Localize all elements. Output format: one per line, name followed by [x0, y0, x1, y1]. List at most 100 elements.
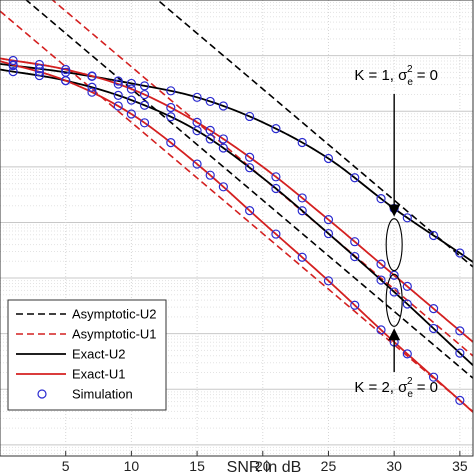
legend-entry: Simulation: [37, 387, 133, 402]
simulation-marker: [323, 276, 334, 286]
simulation-marker: [192, 92, 202, 102]
legend-entry: Exact-U1: [16, 367, 125, 382]
simulation-marker: [34, 64, 45, 74]
simulation-marker: [192, 117, 202, 127]
annotation-ellipse: [385, 273, 403, 327]
series-line-exact-u2-5: [0, 68, 474, 366]
annotation-2: K = 2, σe2 = 0: [354, 273, 438, 400]
simulation-marker: [245, 152, 255, 162]
legend-entry: Exact-U2: [16, 347, 125, 362]
simulation-marker: [87, 87, 97, 97]
annotations: K = 1, σe2 = 0 K = 2, σe2 = 0: [354, 64, 438, 400]
simulation-marker: [389, 287, 399, 297]
legend-label: Exact-U1: [72, 367, 125, 382]
simulation-marker: [218, 182, 228, 192]
simulation-marker: [87, 82, 97, 92]
simulation-marker: [245, 111, 255, 122]
simulation-marker: [376, 325, 386, 335]
simulation-marker: [126, 78, 136, 89]
legend-marker: [37, 389, 47, 399]
simulation-marker: [389, 270, 399, 280]
simulation-marker: [271, 183, 281, 194]
x-tick-label: 10: [124, 458, 140, 474]
simulation-marker: [245, 163, 255, 173]
simulation-marker: [205, 96, 215, 107]
simulation-marker: [350, 300, 360, 310]
simulation-marker: [402, 281, 412, 291]
simulation-marker: [350, 237, 360, 247]
series-line-asymptotic-u2-0: [156, 0, 474, 268]
simulation-marker: [166, 86, 176, 96]
simulation-marker: [350, 251, 360, 262]
simulation-marker: [455, 395, 465, 405]
x-tick-label: 15: [189, 458, 205, 474]
simulation-marker: [34, 59, 45, 70]
simulation-marker: [297, 193, 307, 203]
simulation-marker: [297, 137, 307, 148]
simulation-marker: [245, 206, 255, 216]
simulation-marker: [139, 100, 150, 110]
annotation-arrow-head: [388, 328, 401, 341]
simulation-marker: [61, 64, 71, 75]
simulation-marker: [126, 95, 136, 105]
simulation-marker: [218, 134, 228, 144]
annotation-text: K = 2, σe2 = 0: [354, 376, 438, 400]
simulation-marker: [113, 79, 123, 89]
legend-label: Asymptotic-U2: [72, 307, 157, 322]
x-tick-label: 30: [386, 458, 402, 474]
annotation-ellipse: [385, 218, 403, 272]
x-axis-label: SNR in dB: [227, 459, 302, 474]
series-line-exact-u1-6: [0, 57, 474, 343]
simulation-marker: [455, 248, 465, 258]
annotation-1: K = 1, σe2 = 0: [354, 64, 438, 272]
simulation-marker: [323, 215, 334, 225]
simulation-marker: [350, 173, 360, 183]
simulation-marker: [113, 101, 123, 111]
simulation-marker: [205, 170, 215, 180]
simulation-marker: [271, 229, 281, 239]
simulation-marker: [8, 60, 18, 70]
legend-label: Simulation: [72, 387, 133, 402]
legend: Asymptotic-U2 Asymptotic-U1 Exact-U2 Exact-…: [7, 299, 167, 411]
x-tick-label: 35: [452, 458, 468, 474]
simulation-marker: [139, 89, 150, 100]
simulation-marker: [402, 213, 412, 223]
simulation-marker: [218, 101, 228, 111]
simulation-marker: [34, 70, 45, 81]
simulation-marker: [323, 228, 334, 239]
simulation-marker: [192, 159, 202, 169]
simulation-marker: [297, 206, 307, 216]
simulation-marker: [113, 76, 123, 86]
simulation-marker: [8, 67, 18, 77]
simulation-marker: [126, 84, 136, 94]
simulation-marker: [87, 71, 97, 81]
series-line-asymptotic-u1-3: [0, 10, 474, 413]
simulation-marker: [166, 112, 176, 122]
legend-box: [7, 299, 167, 411]
simulation-marker: [139, 81, 150, 91]
simulation-marker: [271, 172, 281, 182]
annotation-text: K = 1, σe2 = 0: [354, 64, 438, 88]
x-tick-label: 25: [321, 458, 337, 474]
simulation-marker: [455, 348, 465, 358]
legend-entry: Asymptotic-U2: [16, 307, 157, 322]
series-line-asymptotic-u2-1: [25, 0, 474, 379]
simulation-marker: [428, 323, 439, 334]
simulation-marker: [428, 230, 439, 241]
simulation-marker: [455, 326, 465, 336]
simulation-marker: [428, 304, 439, 314]
legend-label: Asymptotic-U1: [72, 327, 157, 342]
simulation-marker: [376, 275, 386, 285]
simulation-marker: [402, 349, 412, 359]
simulation-marker: [323, 153, 334, 164]
simulation-marker: [8, 55, 18, 66]
simulation-marker: [376, 194, 386, 204]
simulation-marker: [113, 90, 123, 100]
simulation-markers: [8, 55, 465, 405]
x-tick-label: 5: [62, 458, 70, 474]
simulation-marker: [271, 124, 281, 134]
simulation-marker: [428, 372, 439, 382]
legend-entry: Asymptotic-U1: [16, 327, 157, 342]
annotation-arrow-head: [388, 204, 401, 217]
